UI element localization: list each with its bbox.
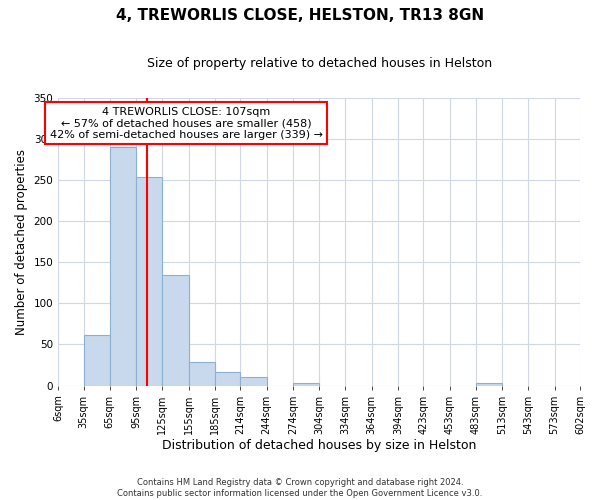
Bar (83, 334, 110, 386)
Bar (240, 378, 266, 386)
Bar (188, 362, 215, 386)
Bar (136, 177, 163, 386)
Title: Size of property relative to detached houses in Helston: Size of property relative to detached ho… (146, 58, 491, 70)
X-axis label: Distribution of detached houses by size in Helston: Distribution of detached houses by size … (162, 440, 476, 452)
Bar (476, 383, 502, 386)
Y-axis label: Number of detached properties: Number of detached properties (15, 149, 28, 335)
Bar (110, 146, 136, 386)
Text: 4 TREWORLIS CLOSE: 107sqm
← 57% of detached houses are smaller (458)
42% of semi: 4 TREWORLIS CLOSE: 107sqm ← 57% of detac… (50, 106, 323, 140)
Bar (215, 372, 240, 386)
Bar (293, 383, 319, 386)
Text: Contains HM Land Registry data © Crown copyright and database right 2024.
Contai: Contains HM Land Registry data © Crown c… (118, 478, 482, 498)
Bar (163, 276, 188, 386)
Text: 4, TREWORLIS CLOSE, HELSTON, TR13 8GN: 4, TREWORLIS CLOSE, HELSTON, TR13 8GN (116, 8, 484, 22)
